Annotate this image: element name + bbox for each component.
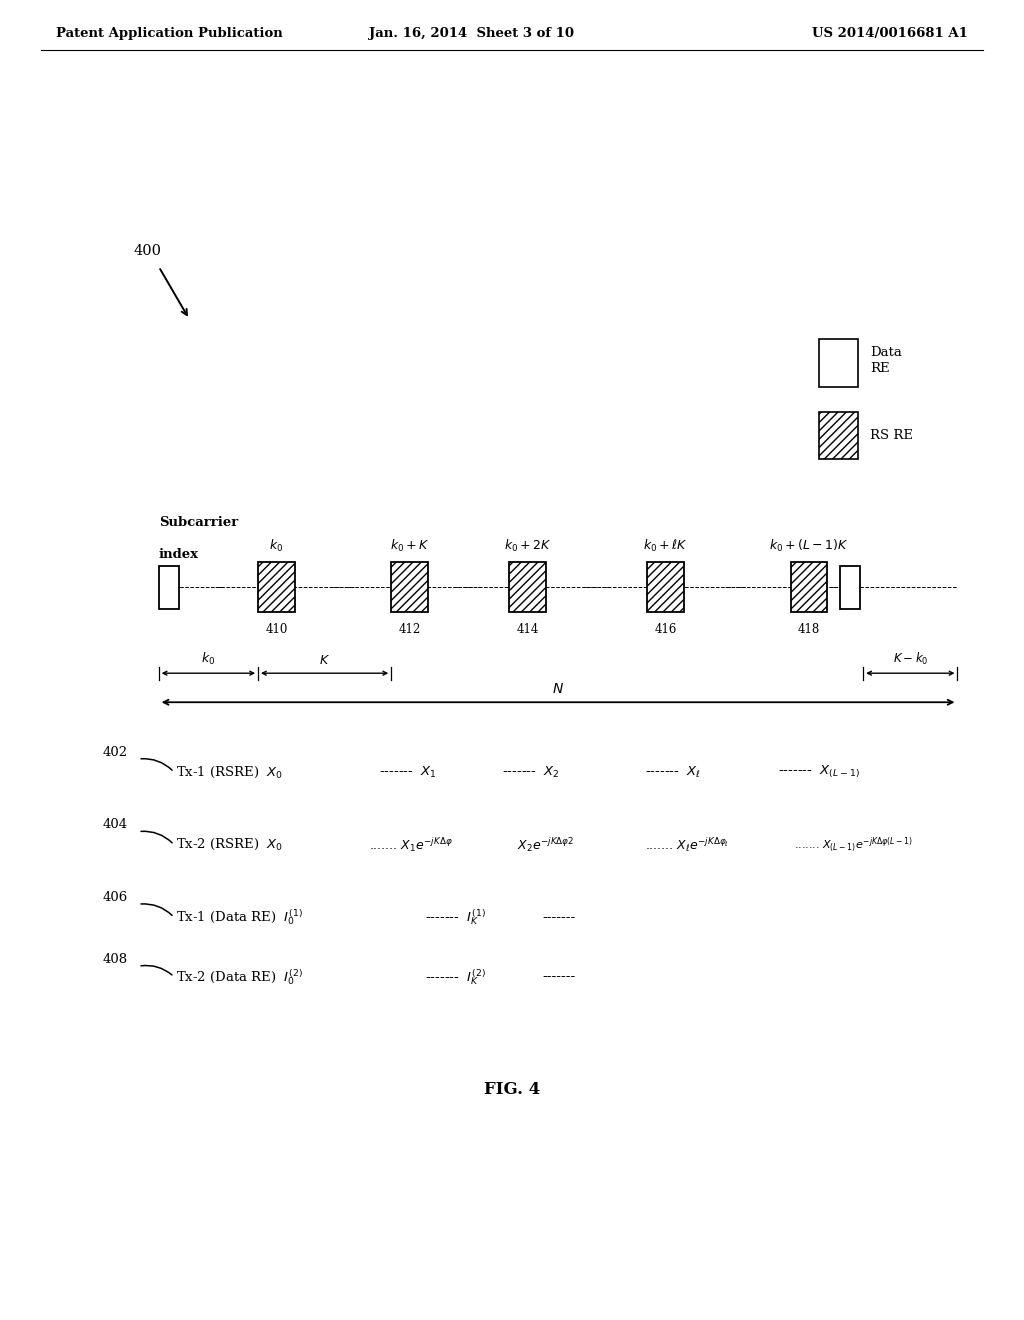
Text: --: --: [829, 581, 838, 594]
Text: 414: 414: [516, 623, 539, 636]
Text: Data
RE: Data RE: [870, 346, 902, 375]
Text: 400: 400: [133, 244, 161, 257]
Text: Subcarrier: Subcarrier: [159, 516, 238, 529]
Bar: [391, 562, 428, 612]
Text: -------: -------: [543, 911, 575, 924]
Text: $k_0 + K$: $k_0 + K$: [390, 539, 429, 554]
Text: -------: -------: [456, 582, 481, 593]
Text: ....... $X_{\ell} e^{-jK\Delta\varphi_{\ell}}$: ....... $X_{\ell} e^{-jK\Delta\varphi_{\…: [645, 836, 729, 854]
Bar: [509, 562, 546, 612]
Text: 404: 404: [102, 818, 128, 832]
Text: RS RE: RS RE: [870, 429, 913, 442]
Bar: [647, 562, 684, 612]
Text: Patent Application Publication: Patent Application Publication: [56, 26, 283, 40]
Text: $k_0$: $k_0$: [202, 651, 215, 667]
Text: -------  $X_1$: ------- $X_1$: [379, 764, 437, 780]
Text: -------  $X_{(L-1)}$: ------- $X_{(L-1)}$: [778, 764, 860, 780]
Text: FIG. 4: FIG. 4: [484, 1081, 540, 1097]
Text: US 2014/0016681 A1: US 2014/0016681 A1: [812, 26, 968, 40]
Text: index: index: [159, 548, 199, 561]
Bar: [791, 562, 827, 612]
Text: Tx-2 (RSRE)  $X_0$: Tx-2 (RSRE) $X_0$: [176, 837, 284, 853]
Text: $K - k_0$: $K - k_0$: [893, 651, 928, 667]
Text: $k_0$: $k_0$: [269, 539, 284, 554]
Text: 410: 410: [265, 623, 288, 636]
Text: -------  $I_K^{(2)}$: ------- $I_K^{(2)}$: [425, 968, 485, 986]
Text: -------  $X_{\ell}$: ------- $X_{\ell}$: [645, 764, 701, 780]
Text: Tx-2 (Data RE)  $I_0^{(2)}$: Tx-2 (Data RE) $I_0^{(2)}$: [176, 968, 303, 986]
Text: $k_0 + \ell K$: $k_0 + \ell K$: [643, 539, 688, 554]
Text: -------: -------: [543, 970, 575, 983]
Text: 406: 406: [102, 891, 128, 904]
Text: Jan. 16, 2014  Sheet 3 of 10: Jan. 16, 2014 Sheet 3 of 10: [369, 26, 573, 40]
Text: -------: -------: [724, 582, 751, 593]
Text: $X_2 e^{-jK\Delta\varphi 2}$: $X_2 e^{-jK\Delta\varphi 2}$: [517, 836, 574, 854]
Text: $k_0 + 2K$: $k_0 + 2K$: [504, 539, 551, 554]
Text: ....... $X_1 e^{-jK\Delta\varphi}$: ....... $X_1 e^{-jK\Delta\varphi}$: [369, 836, 453, 854]
Text: $N$: $N$: [552, 681, 564, 696]
Bar: [159, 566, 179, 609]
Bar: [819, 412, 858, 459]
Text: -------  $I_K^{(1)}$: ------- $I_K^{(1)}$: [425, 908, 485, 927]
Bar: [819, 339, 858, 387]
Bar: [840, 566, 860, 609]
Text: 416: 416: [654, 623, 677, 636]
Text: 418: 418: [798, 623, 820, 636]
Text: -------  $X_2$: ------- $X_2$: [502, 764, 560, 780]
Text: $K$: $K$: [319, 653, 330, 667]
Text: 402: 402: [102, 746, 128, 759]
Text: -------: -------: [330, 582, 356, 593]
Text: $k_0 + (L-1)K$: $k_0 + (L-1)K$: [769, 539, 849, 554]
Text: 408: 408: [102, 953, 128, 966]
Text: Tx-1 (Data RE)  $I_0^{(1)}$: Tx-1 (Data RE) $I_0^{(1)}$: [176, 908, 303, 927]
Text: 412: 412: [398, 623, 421, 636]
Bar: [258, 562, 295, 612]
Text: -------: -------: [584, 582, 609, 593]
Text: ....... $X_{(L-1)} e^{-jK\Delta\varphi(L-1)}$: ....... $X_{(L-1)} e^{-jK\Delta\varphi(L…: [794, 836, 912, 854]
Text: --: --: [214, 581, 223, 594]
Text: Tx-1 (RSRE)  $X_0$: Tx-1 (RSRE) $X_0$: [176, 764, 284, 780]
